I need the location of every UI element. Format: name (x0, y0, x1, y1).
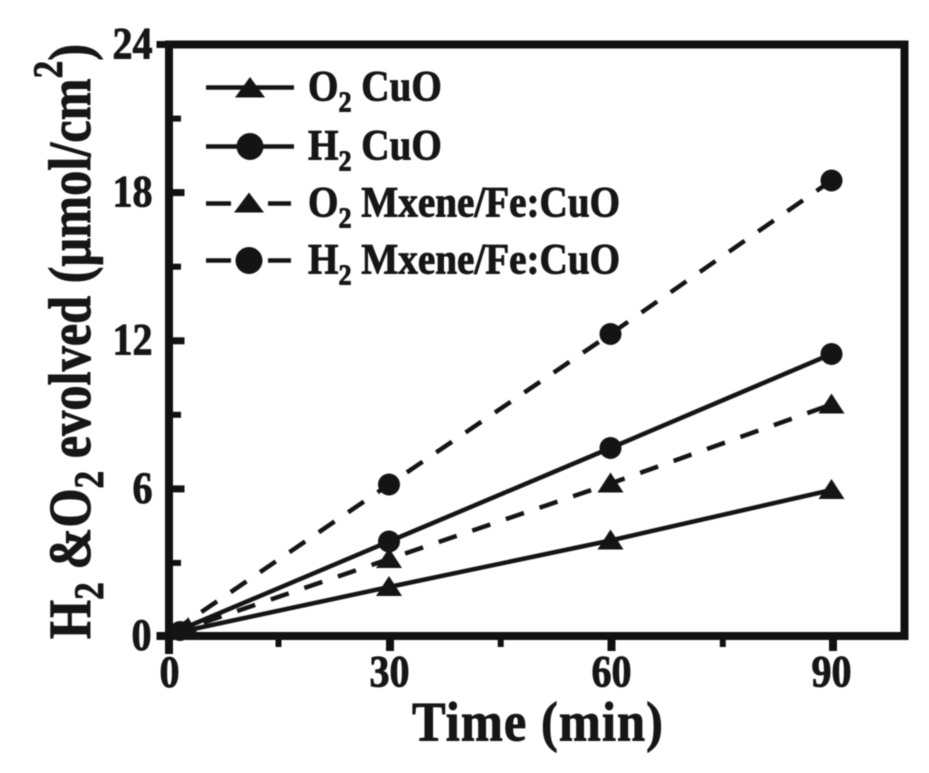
svg-text:6: 6 (132, 463, 152, 513)
svg-text:0: 0 (159, 647, 179, 697)
svg-text:0: 0 (131, 610, 151, 660)
svg-text:12: 12 (112, 315, 152, 365)
svg-text:O2 Mxene/Fe:CuO: O2 Mxene/Fe:CuO (308, 178, 620, 234)
svg-text:Time (min): Time (min) (412, 692, 664, 754)
svg-text:60: 60 (591, 647, 631, 697)
svg-text:30: 30 (369, 647, 409, 697)
svg-text:18: 18 (112, 167, 152, 217)
svg-text:24: 24 (112, 19, 152, 69)
svg-text:90: 90 (811, 647, 851, 697)
svg-text:H2 CuO: H2 CuO (308, 121, 442, 177)
svg-text:O2 CuO: O2 CuO (308, 63, 442, 119)
svg-text:H2 &O2 evolved (μmol/cm2): H2 &O2 evolved (μmol/cm2) (26, 44, 113, 639)
svg-text:H2 Mxene/Fe:CuO: H2 Mxene/Fe:CuO (308, 235, 620, 291)
